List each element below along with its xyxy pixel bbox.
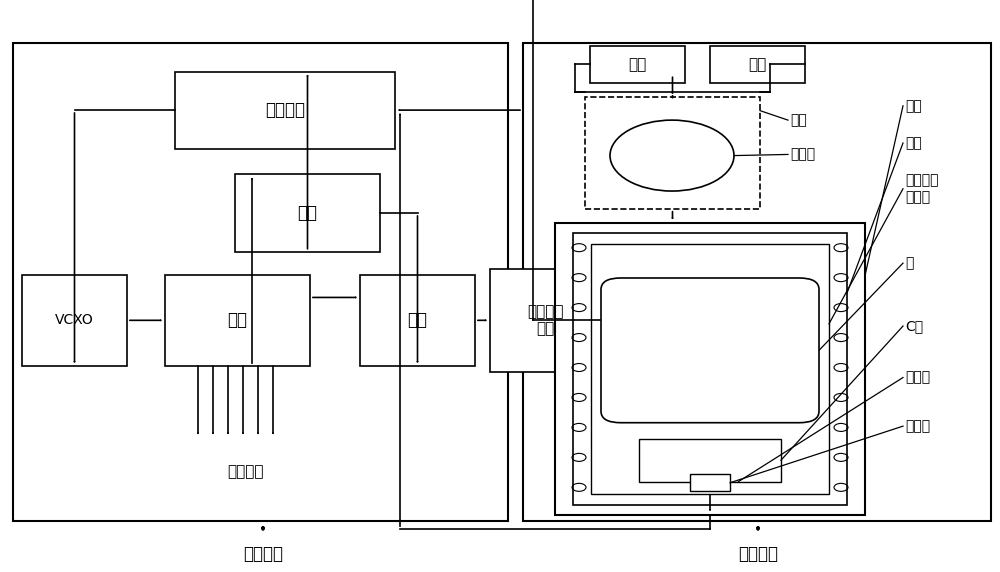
FancyBboxPatch shape	[22, 275, 127, 366]
FancyBboxPatch shape	[235, 174, 380, 252]
FancyBboxPatch shape	[585, 97, 760, 209]
Text: C场: C场	[905, 319, 923, 333]
FancyBboxPatch shape	[13, 43, 508, 521]
Text: 集成滤光
共振泡: 集成滤光 共振泡	[905, 174, 938, 204]
Text: 隔放: 隔放	[228, 311, 248, 329]
Text: 量子系统: 量子系统	[738, 545, 778, 563]
Text: 伺服环路: 伺服环路	[265, 101, 305, 119]
Text: 耦合环: 耦合环	[905, 419, 930, 433]
Text: 倍频: 倍频	[408, 311, 428, 329]
FancyBboxPatch shape	[175, 72, 395, 149]
FancyBboxPatch shape	[690, 474, 730, 491]
FancyBboxPatch shape	[590, 46, 685, 83]
Text: 微波倍、
混频: 微波倍、 混频	[527, 304, 563, 336]
Text: 光电池: 光电池	[905, 371, 930, 384]
Text: 腔: 腔	[905, 256, 913, 270]
Text: 频率输出: 频率输出	[227, 464, 263, 479]
Text: 控温: 控温	[748, 57, 767, 72]
Text: 光谱灯: 光谱灯	[790, 148, 815, 161]
FancyBboxPatch shape	[360, 275, 475, 366]
Text: 电路系统: 电路系统	[243, 545, 283, 563]
Text: 磁屏: 磁屏	[905, 99, 922, 113]
FancyBboxPatch shape	[490, 269, 600, 372]
FancyBboxPatch shape	[573, 233, 847, 505]
Text: 恒流: 恒流	[628, 57, 647, 72]
FancyBboxPatch shape	[591, 244, 829, 494]
FancyBboxPatch shape	[639, 439, 781, 482]
FancyBboxPatch shape	[523, 43, 991, 521]
Text: 综合: 综合	[298, 204, 318, 222]
Text: VCXO: VCXO	[55, 313, 94, 327]
FancyBboxPatch shape	[555, 223, 865, 515]
FancyBboxPatch shape	[710, 46, 805, 83]
Text: 恒温: 恒温	[790, 113, 807, 127]
FancyBboxPatch shape	[601, 278, 819, 423]
FancyBboxPatch shape	[165, 275, 310, 366]
Text: 恒温: 恒温	[905, 136, 922, 150]
